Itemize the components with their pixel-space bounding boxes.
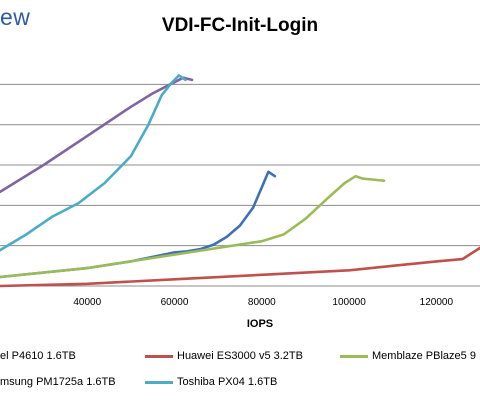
legend-label-3: Memblaze PBlaze5 9: [372, 350, 476, 362]
legend-swatch-2: [145, 354, 173, 358]
series-lines: [0, 74, 480, 288]
series-line-2: [0, 246, 480, 288]
gridlines: [0, 83, 480, 287]
legend-label-5: Toshiba PX04 1.6TB: [177, 376, 278, 388]
legend-item-5: Toshiba PX04 1.6TB: [145, 376, 277, 388]
x-tick-label-4: 100000: [332, 297, 366, 308]
x-tick-label-5: 120000: [420, 297, 454, 308]
legend-swatch-5: [145, 380, 173, 384]
series-line-5: [0, 74, 187, 252]
brand-logo-text: ew: [0, 4, 31, 30]
legend-item-2: Huawei ES3000 v5 3.2TB: [145, 350, 303, 362]
legend-item-3: Memblaze PBlaze5 9: [340, 350, 476, 362]
legend-item-1: el P4610 1.6TB: [0, 350, 76, 362]
x-tick-label-1: 40000: [73, 297, 101, 308]
series-line-3: [0, 174, 386, 279]
x-axis-ticks: 40000 60000 80000 100000 120000: [73, 297, 453, 308]
chart-title: VDI-FC-Init-Login: [161, 15, 319, 36]
legend-swatch-3: [340, 354, 368, 358]
legend-label-2: Huawei ES3000 v5 3.2TB: [177, 350, 303, 362]
legend-item-4: msung PM1725a 1.6TB: [0, 376, 116, 388]
x-tick-label-2: 60000: [161, 297, 189, 308]
x-axis-label: IOPS: [246, 318, 274, 330]
x-tick-label-3: 80000: [248, 297, 276, 308]
legend-label-1: el P4610 1.6TB: [0, 350, 76, 362]
legend-label-4: msung PM1725a 1.6TB: [0, 376, 116, 388]
